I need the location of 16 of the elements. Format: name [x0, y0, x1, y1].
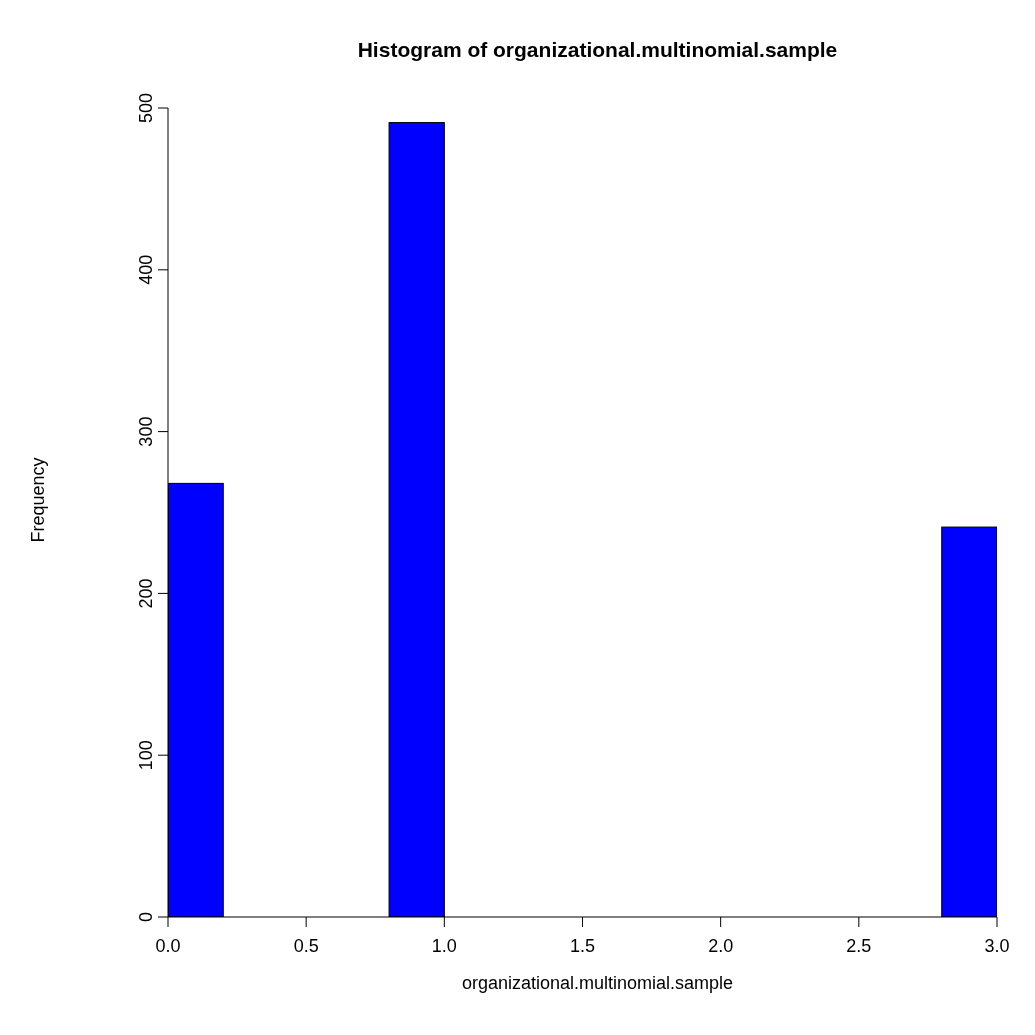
x-tick-label: 0.5: [293, 935, 319, 956]
y-tick-label: 300: [136, 416, 156, 447]
y-tick-label: 0: [136, 911, 156, 923]
y-tick-label: 100: [136, 740, 156, 771]
x-axis-title: organizational.multinomial.sample: [460, 973, 735, 994]
y-tick-label: 400: [136, 254, 156, 285]
x-tick-label: 0.0: [155, 935, 181, 956]
y-tick-label: 500: [136, 92, 156, 124]
chart-title: Histogram of organizational.multinomial.sample: [356, 38, 839, 62]
x-tick-label: 1.5: [569, 935, 596, 956]
x-tick-label: 1.0: [431, 935, 457, 956]
x-tick-label: 2.5: [846, 935, 872, 956]
x-tick-label: 2.0: [708, 935, 734, 956]
y-axis-title: Frequency: [27, 457, 49, 543]
x-tick-label: 3.0: [984, 935, 1010, 956]
y-tick-label: 200: [136, 578, 156, 609]
